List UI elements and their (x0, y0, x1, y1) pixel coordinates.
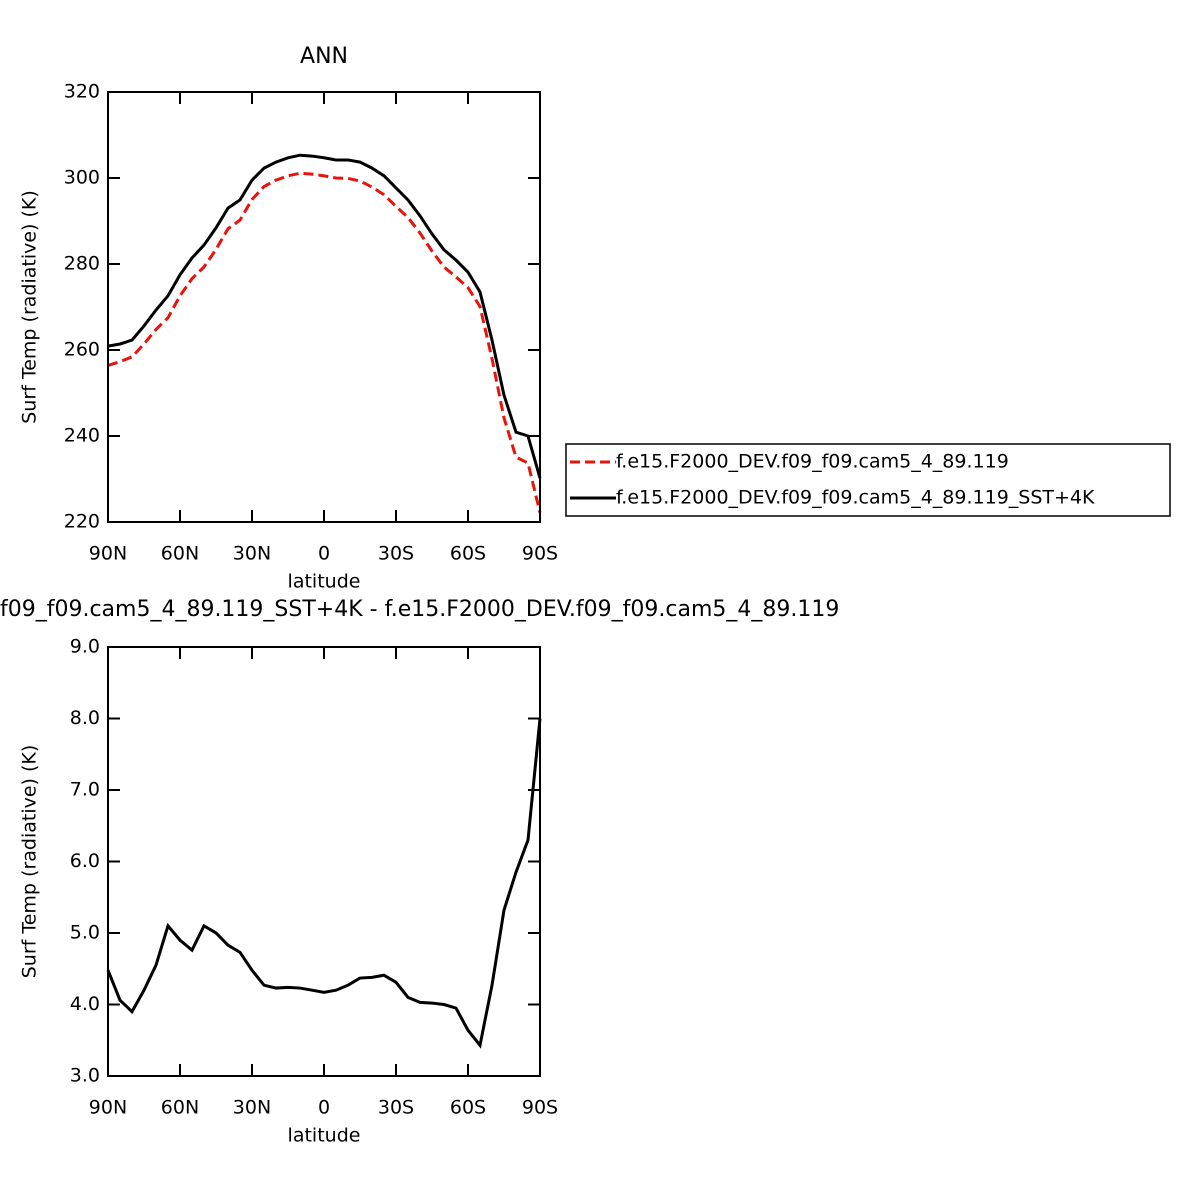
legend-label: f.e15.F2000_DEV.f09_f09.cam5_4_89.119 (616, 451, 1009, 473)
data-line (107, 171, 542, 513)
y-tick-label: 6.0 (70, 850, 100, 872)
x-tick-label: 0 (318, 543, 330, 565)
legend-box (565, 443, 1171, 517)
y-axis-label: Surf Temp (radiative) (K) (19, 745, 41, 979)
plot-frame (107, 646, 541, 1077)
chart-title: ANN (300, 44, 348, 69)
plot-frame (107, 91, 541, 523)
x-tick-label: 30N (233, 1097, 271, 1119)
x-tick-label: 60N (161, 543, 199, 565)
y-tick-label: 3.0 (70, 1065, 100, 1087)
y-tick-label: 4.0 (70, 993, 100, 1015)
y-tick-label: 320 (64, 81, 100, 103)
x-tick-label: 30N (233, 543, 271, 565)
y-tick-label: 220 (64, 511, 100, 533)
x-tick-label: 60N (161, 1097, 199, 1119)
y-tick-label: 260 (64, 339, 100, 361)
legend-label: f.e15.F2000_DEV.f09_f09.cam5_4_89.119_SS… (616, 487, 1095, 509)
x-tick-label: 0 (318, 1097, 330, 1119)
chart-title: f.e15.F2000_DEV.f09_f09.cam5_4_89.119_SS… (0, 597, 839, 622)
x-tick-label: 90S (522, 543, 558, 565)
x-tick-label: 30S (378, 1097, 414, 1119)
y-tick-label: 300 (64, 167, 100, 189)
y-tick-label: 9.0 (70, 636, 100, 658)
y-tick-label: 8.0 (70, 707, 100, 729)
data-line (106, 718, 542, 1049)
x-tick-label: 90N (89, 543, 127, 565)
x-tick-label: 90N (89, 1097, 127, 1119)
y-tick-label: 7.0 (70, 779, 100, 801)
x-tick-label: 90S (522, 1097, 558, 1119)
y-tick-label: 5.0 (70, 922, 100, 944)
y-axis-label: Surf Temp (radiative) (K) (19, 190, 41, 424)
x-tick-label: 60S (450, 543, 486, 565)
x-axis-label: latitude (288, 571, 361, 593)
data-line (107, 153, 542, 479)
y-tick-label: 280 (64, 253, 100, 275)
x-axis-label: latitude (288, 1125, 361, 1147)
y-tick-label: 240 (64, 425, 100, 447)
x-tick-label: 30S (378, 543, 414, 565)
x-tick-label: 60S (450, 1097, 486, 1119)
